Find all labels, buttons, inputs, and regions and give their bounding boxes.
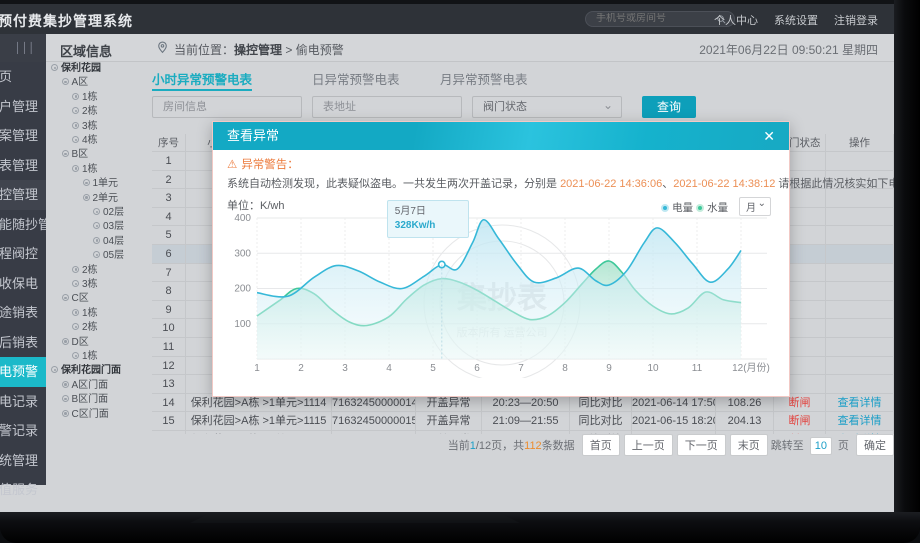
svg-text:2: 2 xyxy=(298,363,304,374)
svg-text:7: 7 xyxy=(518,363,524,374)
svg-text:11: 11 xyxy=(692,363,703,374)
svg-text:10: 10 xyxy=(647,363,659,374)
svg-text:400: 400 xyxy=(234,213,251,224)
svg-text:9: 9 xyxy=(606,363,612,374)
svg-text:5: 5 xyxy=(430,363,436,374)
svg-text:3: 3 xyxy=(342,363,348,374)
svg-text:6: 6 xyxy=(474,363,480,374)
svg-text:12(月份): 12(月份) xyxy=(732,362,770,374)
svg-text:4: 4 xyxy=(386,363,392,374)
svg-text:8: 8 xyxy=(562,363,568,374)
svg-text:300: 300 xyxy=(234,248,251,259)
svg-text:1: 1 xyxy=(254,363,260,374)
svg-text:100: 100 xyxy=(234,319,251,330)
svg-text:200: 200 xyxy=(234,284,251,295)
